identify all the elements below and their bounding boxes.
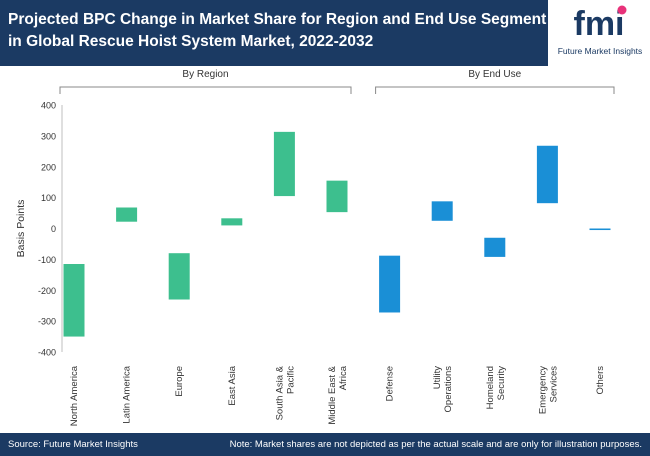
bar-north-america	[63, 264, 85, 337]
group-bracket	[59, 86, 352, 94]
bar-utility-operations	[431, 201, 453, 221]
y-tick-label: 200	[41, 162, 56, 172]
bar-middle-east-africa	[326, 180, 348, 213]
x-tick-label: UtilityOperations	[432, 366, 454, 413]
x-tick-label: Others	[595, 366, 606, 395]
group-bracket	[375, 86, 615, 94]
x-tick-label: Defense	[385, 366, 396, 401]
logo-company-name: Future Market Insights	[557, 46, 643, 56]
bars	[63, 131, 611, 337]
y-tick-label: 0	[51, 224, 56, 234]
y-axis: 400 300 200 100 0 -100 -200 -300 -400 Basis Point…	[15, 101, 63, 358]
x-tick-label: South Asia &Pacific	[274, 365, 296, 420]
source-text: Source: Future Market Insights	[8, 439, 138, 450]
bar-defense	[379, 255, 401, 313]
bar-emergency-services	[536, 145, 558, 204]
group-label: By Region	[182, 69, 228, 80]
y-tick-label: 300	[41, 131, 56, 141]
y-tick-label: -200	[38, 286, 56, 296]
x-tick-label: Europe	[174, 366, 185, 397]
x-tick-label: East Asia	[227, 365, 238, 405]
group-label: By End Use	[468, 69, 521, 80]
x-tick-label: EmergencyServices	[537, 366, 559, 414]
y-tick-label: 400	[41, 101, 56, 111]
bar-latin-america	[116, 207, 138, 222]
bar-south-asia-pacific	[273, 131, 295, 197]
x-tick-label: HomelandSecurity	[485, 366, 507, 410]
fmi-logo-icon: fmi	[574, 5, 627, 43]
x-tick-label: Latin America	[122, 365, 133, 423]
footer-bar: Source: Future Market Insights Note: Mar…	[0, 433, 650, 456]
y-tick-label: -400	[38, 348, 56, 358]
note-text: Note: Market shares are not depicted as …	[229, 439, 642, 450]
group-brackets: By Region By End Use	[59, 69, 615, 94]
y-tick-label: -100	[38, 255, 56, 265]
x-axis-labels: North America Latin America Europe East Asi…	[69, 365, 606, 426]
header-banner: Projected BPC Change in Market Share for…	[0, 0, 650, 66]
bar-homeland-security	[484, 237, 506, 257]
logo-dot-icon	[617, 5, 627, 15]
x-tick-label: Middle East &Africa	[327, 365, 349, 424]
logo-mark-text: fmi	[574, 5, 625, 43]
bar-others	[589, 228, 611, 231]
brand-logo: fmi Future Market Insights	[548, 0, 650, 66]
bpc-chart: By Region By End Use 400 300 200 100 0 -100 -20…	[15, 69, 615, 426]
x-tick-label: North America	[69, 365, 80, 426]
bar-east-asia	[221, 218, 243, 226]
y-axis-title: Basis Points	[15, 200, 27, 258]
y-tick-label: 100	[41, 193, 56, 203]
chart-title: Projected BPC Change in Market Share for…	[8, 11, 547, 50]
y-tick-label: -300	[38, 317, 56, 327]
bar-europe	[168, 253, 190, 300]
